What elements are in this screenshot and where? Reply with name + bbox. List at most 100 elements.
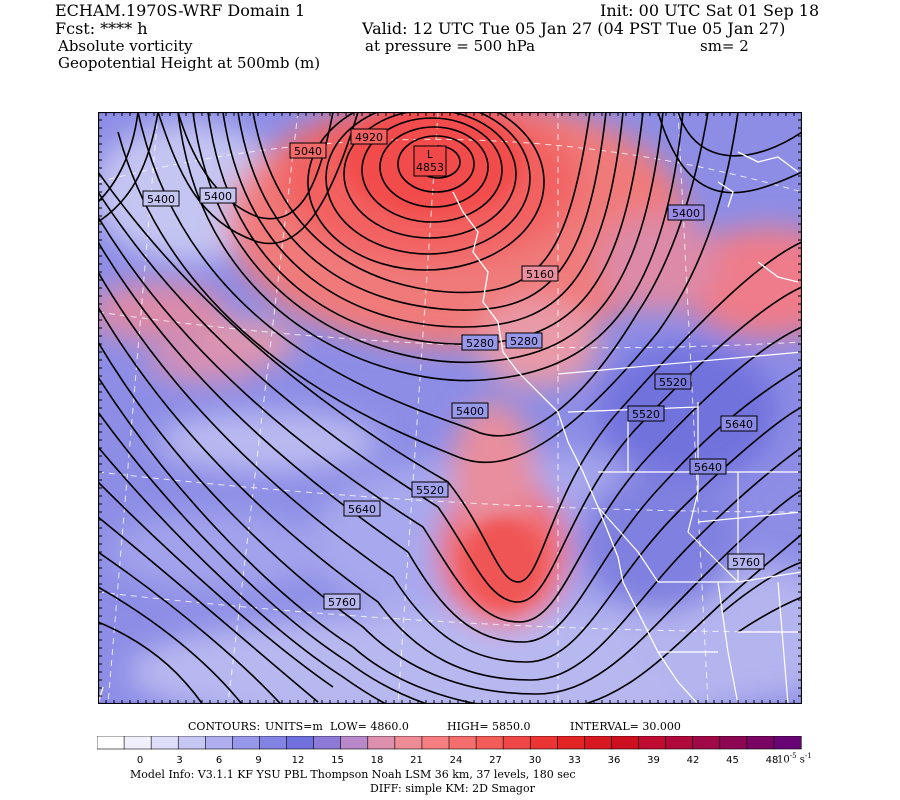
colorbar-swatch xyxy=(746,736,775,750)
init-time: Init: 00 UTC Sat 01 Sep 18 xyxy=(600,1,820,20)
contour-label-5760-a: 5760 xyxy=(727,553,765,570)
contour-label-5400-d: 5400 xyxy=(451,402,489,419)
contour-label-4920: 4920 xyxy=(350,128,388,145)
colorbar-tick-label: 0 xyxy=(137,755,143,766)
svg-text:5640: 5640 xyxy=(725,418,753,431)
valid-time: Valid: 12 UTC Tue 05 Jan 27 (04 PST Tue … xyxy=(362,19,786,38)
units-suffix-exponent: -1 xyxy=(804,752,812,760)
vorticity-colorbar: 0 3 6 9 12 15 18 21 24 27 30 33 36 39 42 45 48 xyxy=(97,736,802,766)
svg-text:5280: 5280 xyxy=(466,337,494,350)
height-contours xyxy=(98,112,802,704)
contours-units: UNITS=m xyxy=(265,720,323,733)
contours-interval: INTERVAL= 30.000 xyxy=(570,720,681,733)
smoothing-label: sm= 2 xyxy=(700,37,749,55)
units-exponent: -5 xyxy=(789,752,797,760)
colorbar-tick-label: 18 xyxy=(371,755,384,766)
colorbar-swatch xyxy=(259,736,288,750)
colorbar-tick-label: 39 xyxy=(647,755,660,766)
colorbar-swatches xyxy=(97,736,802,750)
contours-high: HIGH= 5850.0 xyxy=(447,720,531,733)
contour-label-group: 5040 4920 5400 5400 5400 5160 5280 5280 … xyxy=(142,128,765,610)
svg-text:5160: 5160 xyxy=(526,268,554,281)
svg-text:5760: 5760 xyxy=(328,596,356,609)
contour-label-5400-c: 5400 xyxy=(667,204,705,221)
svg-text:5280: 5280 xyxy=(510,335,538,348)
contour-label-5520-b: 5520 xyxy=(627,405,665,422)
contour-label-5040: 5040 xyxy=(289,142,327,159)
contour-label-5280-b: 5280 xyxy=(505,332,543,349)
diff-info: DIFF: simple KM: 2D Smagor xyxy=(370,782,535,795)
svg-text:5400: 5400 xyxy=(672,207,700,220)
colorbar-swatch xyxy=(150,736,179,750)
colorbar-tick-label: 3 xyxy=(176,755,182,766)
frame-ticks xyxy=(98,112,802,704)
contour-label-5520-c: 5520 xyxy=(411,481,449,498)
svg-text:5040: 5040 xyxy=(294,145,322,158)
forecast-hour: Fcst: **** h xyxy=(55,19,148,38)
colorbar-tick-label: 33 xyxy=(568,755,581,766)
colorbar-tick-label: 27 xyxy=(489,755,502,766)
svg-text:4920: 4920 xyxy=(355,131,383,144)
model-title: ECHAM.1970S-WRF Domain 1 xyxy=(55,1,306,20)
colorbar-swatch xyxy=(611,736,640,750)
colorbar-swatch xyxy=(367,736,396,750)
svg-text:5400: 5400 xyxy=(456,405,484,418)
colorbar-units: 10-5 s-1 xyxy=(777,753,812,765)
colorbar-swatch xyxy=(421,736,450,750)
colorbar-swatch xyxy=(340,736,369,750)
low-value: 4853 xyxy=(416,161,444,174)
svg-text:5400: 5400 xyxy=(147,193,175,206)
colorbar-swatch xyxy=(177,736,206,750)
colorbar-tick-label: 6 xyxy=(216,755,222,766)
svg-text:5520: 5520 xyxy=(659,376,687,389)
colorbar-swatch xyxy=(448,736,477,750)
contour-label-5760-b: 5760 xyxy=(323,593,361,610)
colorbar-swatch xyxy=(97,736,125,750)
svg-text:5760: 5760 xyxy=(732,556,760,569)
svg-text:5520: 5520 xyxy=(632,408,660,421)
contours-caption: CONTOURS: xyxy=(188,720,261,733)
svg-text:5520: 5520 xyxy=(416,484,444,497)
colorbar-swatch xyxy=(232,736,261,750)
colorbar-swatch xyxy=(502,736,531,750)
units-suffix: s xyxy=(799,754,805,766)
model-info: Model Info: V3.1.1 KF YSU PBL Thompson N… xyxy=(130,768,576,781)
contour-label-5640-a: 5640 xyxy=(720,415,758,432)
coastlines xyxy=(98,151,799,704)
colorbar-tick-label: 36 xyxy=(608,755,621,766)
svg-text:5400: 5400 xyxy=(204,190,232,203)
low-center-marker: L 4853 xyxy=(413,145,447,177)
colorbar-swatch xyxy=(557,736,585,750)
contour-label-5640-b: 5640 xyxy=(689,458,727,475)
contour-label-5280-a: 5280 xyxy=(461,334,499,351)
field-name-vorticity: Absolute vorticity xyxy=(58,37,193,55)
colorbar-swatch xyxy=(313,736,342,750)
colorbar-swatch xyxy=(692,736,721,750)
colorbar-swatch xyxy=(475,736,504,750)
colorbar-tick-label: 21 xyxy=(410,755,423,766)
svg-text:5640: 5640 xyxy=(694,461,722,474)
colorbar-tick-label: 30 xyxy=(529,755,542,766)
colorbar-swatch xyxy=(205,736,233,750)
colorbar-tick-label: 48 xyxy=(766,755,779,766)
colorbar-swatch xyxy=(719,736,748,750)
contour-label-5160: 5160 xyxy=(521,265,559,282)
colorbar-swatch xyxy=(638,736,667,750)
low-symbol: L xyxy=(427,148,434,161)
contour-label-5400-b: 5400 xyxy=(199,187,237,204)
colorbar-swatch xyxy=(584,736,613,750)
pressure-level: at pressure = 500 hPa xyxy=(365,37,536,55)
colorbar-swatch xyxy=(123,736,152,750)
colorbar-swatch xyxy=(773,736,802,750)
colorbar-tick-label: 45 xyxy=(726,755,739,766)
units-base: 10 xyxy=(777,754,790,766)
map-panel: 5040 4920 5400 5400 5400 5160 5280 5280 … xyxy=(98,112,802,704)
colorbar-tick-label: 15 xyxy=(331,755,344,766)
colorbar-tick-label: 42 xyxy=(687,755,700,766)
colorbar-swatch xyxy=(529,736,558,750)
svg-text:5640: 5640 xyxy=(348,503,376,516)
colorbar-swatch xyxy=(286,736,315,750)
contours-low: LOW= 4860.0 xyxy=(330,720,409,733)
colorbar-tick-label: 24 xyxy=(450,755,463,766)
contour-label-5400-a: 5400 xyxy=(142,190,180,207)
